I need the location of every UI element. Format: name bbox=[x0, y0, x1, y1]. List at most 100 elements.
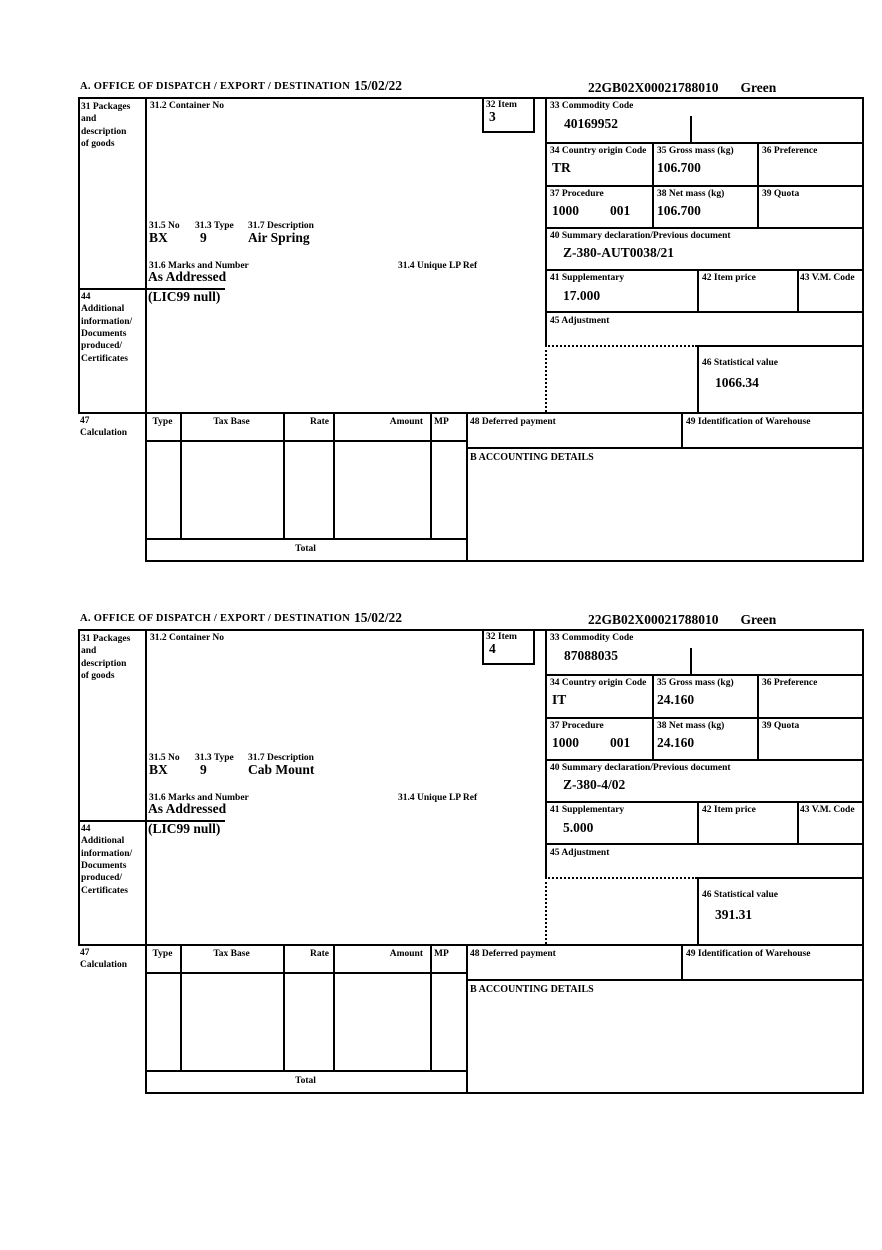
border-line bbox=[145, 1092, 864, 1094]
border-line bbox=[681, 944, 683, 979]
country-origin-value: TR bbox=[552, 160, 571, 175]
border-line bbox=[545, 629, 547, 877]
calc-col-mp: MP bbox=[434, 949, 449, 959]
quota-label: 39 Quota bbox=[762, 721, 800, 731]
border-line bbox=[78, 629, 864, 631]
commodity-code-value: 87088035 bbox=[564, 648, 618, 663]
net-mass-value: 106.700 bbox=[657, 203, 701, 218]
border-line bbox=[862, 97, 864, 560]
border-line bbox=[180, 944, 182, 1070]
border-line bbox=[430, 412, 432, 538]
border-line bbox=[757, 142, 759, 227]
calc-col-rate: Rate bbox=[310, 417, 329, 427]
item-number-value: 3 bbox=[489, 109, 496, 124]
packages-label: 31 Packages and description of goods bbox=[81, 634, 131, 682]
border-line bbox=[697, 345, 862, 347]
summary-declaration-label: 40 Summary declaration/Previous document bbox=[550, 763, 731, 773]
packages-label: 31 Packages and description of goods bbox=[81, 102, 131, 150]
marks-and-number-value: As Addressed bbox=[148, 801, 227, 816]
item-label: 32 Item bbox=[486, 100, 517, 110]
declaration-item-block: A. OFFICE OF DISPATCH / EXPORT / DESTINA… bbox=[78, 610, 864, 1096]
vm-code-label: 43 V.M. Code bbox=[800, 273, 855, 283]
package-no-value: BX bbox=[149, 762, 168, 777]
border-line bbox=[482, 131, 535, 133]
item-number-value: 4 bbox=[489, 641, 496, 656]
adjustment-label: 45 Adjustment bbox=[550, 848, 610, 858]
additional-information-value: (LIC99 null) bbox=[148, 821, 221, 836]
calc-col-type: Type bbox=[152, 949, 173, 959]
border-line bbox=[697, 269, 699, 311]
additional-information-value: (LIC99 null) bbox=[148, 289, 221, 304]
border-line bbox=[797, 801, 799, 843]
border-line bbox=[482, 97, 484, 133]
declaration-item-block: A. OFFICE OF DISPATCH / EXPORT / DESTINA… bbox=[78, 78, 864, 564]
routing-status: Green bbox=[740, 80, 777, 95]
border-line bbox=[545, 185, 862, 187]
border-line bbox=[78, 412, 864, 414]
warehouse-id-label: 49 Identification of Warehouse bbox=[686, 417, 811, 427]
border-line bbox=[545, 843, 862, 845]
vm-code-label: 43 V.M. Code bbox=[800, 805, 855, 815]
movement-reference-row: 22GB02X00021788010 Green bbox=[588, 79, 776, 97]
movement-reference-row: 22GB02X00021788010 Green bbox=[588, 611, 776, 629]
border-line bbox=[78, 97, 80, 412]
package-no-label: 31.5 No bbox=[149, 753, 180, 763]
calc-total-label: Total bbox=[295, 544, 316, 554]
border-line bbox=[145, 412, 147, 560]
movement-reference-number: 22GB02X00021788010 bbox=[588, 612, 719, 627]
border-line bbox=[283, 412, 285, 538]
dotted-border-line bbox=[545, 345, 547, 412]
procedure-extra-value: 001 bbox=[610, 203, 631, 218]
accounting-details-label: B ACCOUNTING DETAILS bbox=[470, 452, 594, 463]
calc-col-rate: Rate bbox=[310, 949, 329, 959]
quota-label: 39 Quota bbox=[762, 189, 800, 199]
border-line bbox=[466, 447, 864, 449]
supplementary-label: 41 Supplementary bbox=[550, 805, 625, 815]
preference-label: 36 Preference bbox=[762, 678, 818, 688]
border-line bbox=[652, 142, 654, 227]
border-line bbox=[697, 877, 862, 879]
border-line bbox=[690, 116, 692, 142]
warehouse-id-label: 49 Identification of Warehouse bbox=[686, 949, 811, 959]
unique-lp-ref-label: 31.4 Unique LP Ref bbox=[398, 261, 478, 271]
border-line bbox=[466, 979, 864, 981]
procedure-value: 1000 bbox=[552, 735, 579, 750]
calc-col-amount: Amount bbox=[389, 949, 423, 959]
border-line bbox=[78, 288, 225, 290]
border-line bbox=[78, 97, 864, 99]
commodity-code-label: 33 Commodity Code bbox=[550, 101, 634, 111]
commodity-code-value: 40169952 bbox=[564, 116, 618, 131]
border-line bbox=[145, 972, 466, 974]
border-line bbox=[697, 801, 699, 843]
border-line bbox=[545, 227, 862, 229]
calc-col-amount: Amount bbox=[389, 417, 423, 427]
country-origin-value: IT bbox=[552, 692, 567, 707]
border-line bbox=[545, 269, 862, 271]
statistical-value-label: 46 Statistical value bbox=[702, 358, 778, 368]
item-price-label: 42 Item price bbox=[702, 273, 756, 283]
container-no-label: 31.2 Container No bbox=[150, 633, 224, 643]
net-mass-label: 38 Net mass (kg) bbox=[657, 721, 725, 731]
border-line bbox=[545, 674, 862, 676]
calc-col-tax-base: Tax Base bbox=[213, 949, 250, 959]
unique-lp-ref-label: 31.4 Unique LP Ref bbox=[398, 793, 478, 803]
package-type-label: 31.3 Type bbox=[195, 221, 234, 231]
border-line bbox=[482, 629, 484, 665]
statistical-value-label: 46 Statistical value bbox=[702, 890, 778, 900]
office-of-dispatch-label: A. OFFICE OF DISPATCH / EXPORT / DESTINA… bbox=[80, 613, 351, 624]
description-value: Cab Mount bbox=[248, 762, 315, 777]
border-line bbox=[466, 944, 468, 1092]
supplementary-value: 5.000 bbox=[563, 820, 594, 835]
procedure-label: 37 Procedure bbox=[550, 721, 604, 731]
border-line bbox=[697, 877, 699, 944]
border-line bbox=[545, 759, 862, 761]
description-value: Air Spring bbox=[248, 230, 310, 245]
border-line bbox=[333, 412, 335, 538]
summary-declaration-label: 40 Summary declaration/Previous document bbox=[550, 231, 731, 241]
statistical-value-value: 1066.34 bbox=[715, 375, 759, 390]
marks-and-number-label: 31.6 Marks and Number bbox=[149, 793, 249, 803]
border-line bbox=[545, 801, 862, 803]
border-line bbox=[145, 97, 147, 412]
country-origin-label: 34 Country origin Code bbox=[550, 146, 647, 156]
